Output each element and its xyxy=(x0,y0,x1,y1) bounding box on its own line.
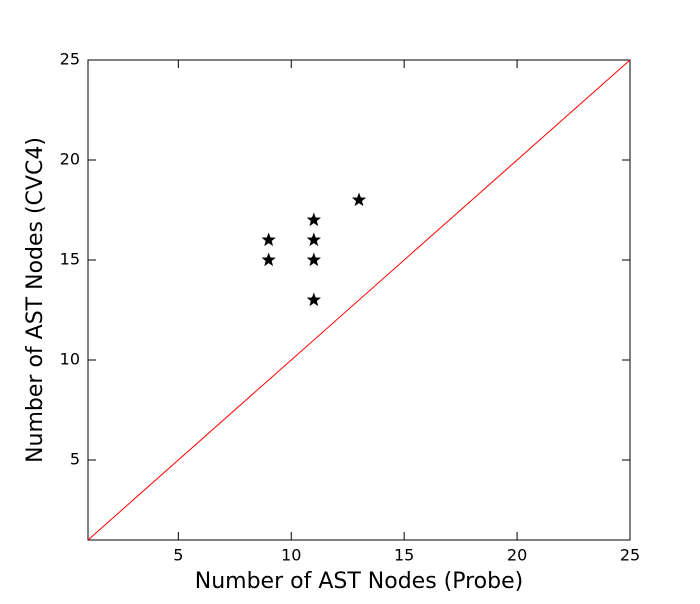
y-axis-label: Number of AST Nodes (CVC4) xyxy=(23,137,48,463)
point xyxy=(261,232,276,247)
y-tick-label: 10 xyxy=(60,350,80,369)
x-tick-label: 15 xyxy=(394,546,414,565)
point xyxy=(306,232,321,247)
point xyxy=(306,252,321,267)
reference-line xyxy=(87,59,631,541)
plot-frame xyxy=(87,59,631,541)
x-tick-label: 5 xyxy=(173,546,183,565)
point xyxy=(306,292,321,307)
x-tick-label: 20 xyxy=(507,546,527,565)
point xyxy=(261,252,276,267)
y-tick-label: 20 xyxy=(60,150,80,169)
y-tick-label: 5 xyxy=(70,450,80,469)
y-tick-label: 15 xyxy=(60,250,80,269)
point xyxy=(351,192,367,207)
point xyxy=(306,212,321,227)
x-tick-label: 10 xyxy=(281,546,301,565)
x-tick-label: 25 xyxy=(620,546,640,565)
y-tick-label: 25 xyxy=(60,50,80,69)
x-axis-label: Number of AST Nodes (Probe) xyxy=(195,569,523,594)
